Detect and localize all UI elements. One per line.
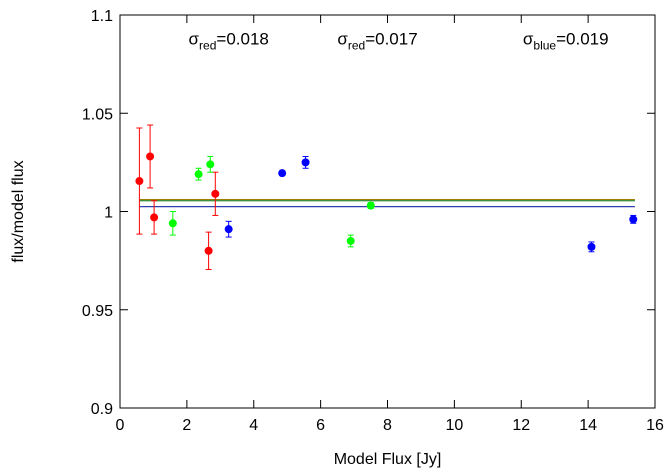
x-tick-label: 4 [249, 417, 258, 434]
x-axis-label: Model Flux [Jy] [334, 451, 442, 468]
data-point [150, 200, 159, 235]
marker [204, 246, 213, 255]
marker [278, 169, 287, 178]
data-point [204, 231, 213, 270]
sigma-value: =0.018 [216, 29, 268, 48]
sigma-value: =0.017 [365, 29, 417, 48]
x-tick-label: 10 [445, 417, 463, 434]
data-point [211, 171, 220, 216]
x-tick-label: 0 [116, 417, 125, 434]
sigma-annotation: σred=0.017 [337, 29, 417, 52]
marker [346, 236, 355, 245]
x-tick-label: 12 [512, 417, 530, 434]
y-tick-label: 1 [104, 205, 113, 222]
marker [301, 158, 310, 167]
data-point [587, 241, 596, 253]
data-point [135, 127, 144, 235]
x-tick-label: 2 [182, 417, 191, 434]
sigma-subscript: blue [533, 38, 556, 52]
data-point [366, 201, 375, 210]
sigma-annotation: σred=0.018 [189, 29, 269, 52]
y-tick-label: 1.1 [91, 8, 113, 25]
marker [366, 201, 375, 210]
x-tick-label: 14 [579, 417, 597, 434]
axis-ticks: 0 2 4 6 8 10 12 14 16 0.9 0.95 1 1.05 1.1 [82, 8, 664, 434]
plot-frame [119, 14, 656, 409]
marker [150, 213, 159, 222]
y-tick-label: 0.95 [82, 303, 113, 320]
sigma-symbol: σ [189, 29, 200, 48]
y-tick-label: 1.05 [82, 106, 113, 123]
marker [224, 225, 233, 234]
marker [146, 152, 155, 161]
sigma-annotation: σblue=0.019 [523, 29, 609, 52]
sigma-value: =0.019 [556, 29, 608, 48]
sigma-symbol: σ [337, 29, 348, 48]
marker [211, 189, 220, 198]
data-point [168, 211, 177, 236]
x-tick-label: 16 [646, 417, 664, 434]
data-points [135, 124, 638, 270]
data-point [146, 124, 155, 189]
marker [194, 170, 203, 179]
fit-lines [139, 199, 635, 208]
marker [587, 242, 596, 251]
data-point [278, 169, 287, 178]
y-tick-label: 0.9 [91, 401, 113, 418]
marker [206, 160, 215, 169]
y-axis-label: flux/model flux [10, 160, 27, 262]
sigma-symbol: σ [523, 29, 534, 48]
data-point [346, 234, 355, 248]
data-point [224, 220, 233, 238]
x-tick-label: 8 [383, 417, 392, 434]
marker [135, 177, 144, 186]
marker [168, 219, 177, 228]
data-point [206, 155, 215, 173]
data-point [301, 155, 310, 169]
data-point [194, 167, 203, 181]
marker [629, 215, 638, 224]
sigma-subscript: red [348, 38, 365, 52]
sigma-annotations: σred=0.018 σred=0.017 σblue=0.019 [189, 29, 609, 52]
sigma-subscript: red [199, 38, 216, 52]
x-tick-label: 6 [316, 417, 325, 434]
data-point [629, 214, 638, 224]
